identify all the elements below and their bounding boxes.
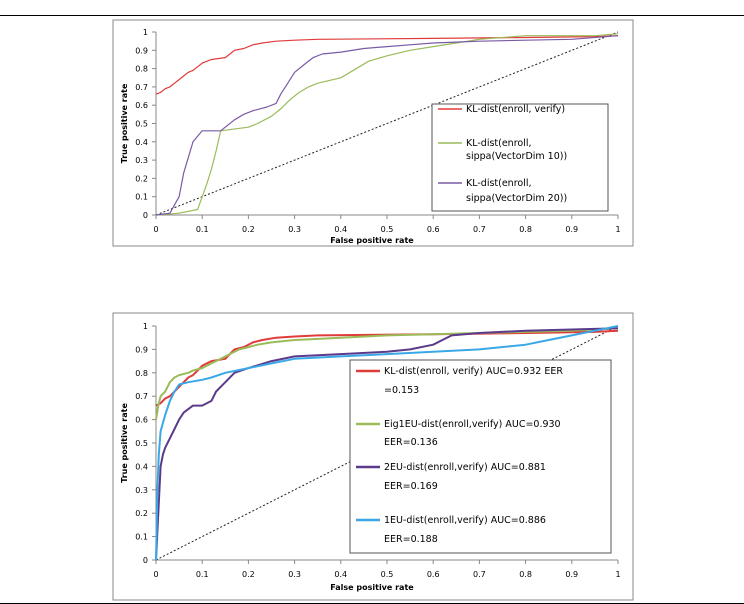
- legend-label: EER=0.188: [384, 534, 438, 545]
- legend-label: Eig1EU-dist(enroll,verify) AUC=0.930: [384, 419, 561, 430]
- series-line: [155, 327, 619, 420]
- y-tick-label: 0.1: [135, 533, 148, 542]
- y-tick-label: 0.5: [135, 120, 148, 129]
- x-tick-label: 0.5: [381, 225, 394, 234]
- x-tick-label: 0: [153, 225, 158, 234]
- x-tick-label: 0.6: [427, 225, 440, 234]
- x-tick-label: 0.1: [196, 570, 209, 579]
- series-line: [155, 327, 619, 561]
- legend-label: KL-dist(enroll, verify): [466, 104, 565, 115]
- legend: [431, 103, 609, 212]
- x-tick-label: 0.7: [473, 225, 486, 234]
- x-tick-label: 0.9: [565, 225, 578, 234]
- legend-label: KL-dist(enroll,: [466, 138, 532, 149]
- legend-label: sippa(VectorDim 20)): [466, 193, 567, 204]
- y-tick-label: 0.4: [135, 138, 148, 147]
- legend-label: 2EU-dist(enroll,verify) AUC=0.881: [384, 462, 546, 473]
- x-tick-label: 0.7: [473, 570, 486, 579]
- y-tick-label: 0.7: [135, 392, 148, 401]
- chart-1: 0 0.1 0.2 0.3 0.4 0.5 0.6 0.7 0.8 0.9 1 0 0.1 0.2 0.3 0…: [112, 19, 634, 247]
- x-tick-label: 0.9: [565, 570, 578, 579]
- y-tick-label: 0.2: [135, 509, 148, 518]
- x-tick-label: 0: [153, 570, 158, 579]
- x-tick-label: 0.4: [334, 225, 347, 234]
- y-tick-label: 0: [143, 211, 148, 220]
- x-tick-label: 0.3: [288, 570, 301, 579]
- series-line: [155, 35, 619, 95]
- x-tick-label: 0.2: [242, 570, 255, 579]
- x-tick-label: 0.4: [334, 570, 347, 579]
- x-axis-label: False positive rate: [330, 583, 414, 592]
- y-axis-label: True positive rate: [120, 83, 129, 163]
- legend-label: =0.153: [384, 385, 419, 396]
- legend-label: EER=0.136: [384, 437, 438, 448]
- y-tick-label: 0.4: [135, 462, 148, 471]
- legend-label: KL-dist(enroll, verify) AUC=0.932 EER: [384, 366, 563, 377]
- y-tick-label: 0.8: [135, 369, 148, 378]
- x-tick-label: 1: [615, 225, 620, 234]
- x-tick-label: 0.1: [196, 225, 209, 234]
- legend: [349, 359, 612, 554]
- x-tick-label: 0.2: [242, 225, 255, 234]
- y-tick-label: 0.6: [135, 101, 148, 110]
- legend-label: EER=0.169: [384, 481, 438, 492]
- y-tick-label: 1: [143, 28, 148, 37]
- y-tick-label: 0.7: [135, 83, 148, 92]
- x-tick-label: 0.8: [519, 225, 532, 234]
- chart-2: 0 0.1 0.2 0.3 0.4 0.5 0.6 0.7 0.8 0.9 1 0 0.1 0.2 0.3 0…: [112, 312, 634, 601]
- x-tick-label: 0.6: [427, 570, 440, 579]
- y-tick-label: 0.3: [135, 156, 148, 165]
- y-tick-label: 0.1: [135, 193, 148, 202]
- y-tick-label: 0.6: [135, 416, 148, 425]
- x-tick-label: 0.8: [519, 570, 532, 579]
- x-tick-label: 0.5: [381, 570, 394, 579]
- y-tick-label: 0.3: [135, 486, 148, 495]
- x-tick-label: 1: [615, 570, 620, 579]
- page-top-rule: [0, 15, 744, 16]
- legend-label: 1EU-dist(enroll,verify) AUC=0.886: [384, 515, 546, 526]
- y-tick-label: 1: [143, 322, 148, 331]
- y-tick-label: 0.2: [135, 174, 148, 183]
- y-tick-label: 0.5: [135, 439, 148, 448]
- y-tick-label: 0.8: [135, 65, 148, 74]
- series-line: [155, 325, 619, 561]
- y-tick-label: 0: [143, 556, 148, 565]
- legend-label: sippa(VectorDim 10)): [466, 151, 567, 162]
- x-axis-label: False positive rate: [330, 236, 414, 245]
- x-tick-label: 0.3: [288, 225, 301, 234]
- series-line: [155, 35, 619, 216]
- legend-label: KL-dist(enroll,: [466, 178, 532, 189]
- random-guess-diagonal: [155, 31, 619, 216]
- y-tick-label: 0.9: [135, 345, 148, 354]
- y-tick-label: 0.9: [135, 46, 148, 55]
- y-axis-label: True positive rate: [120, 403, 129, 483]
